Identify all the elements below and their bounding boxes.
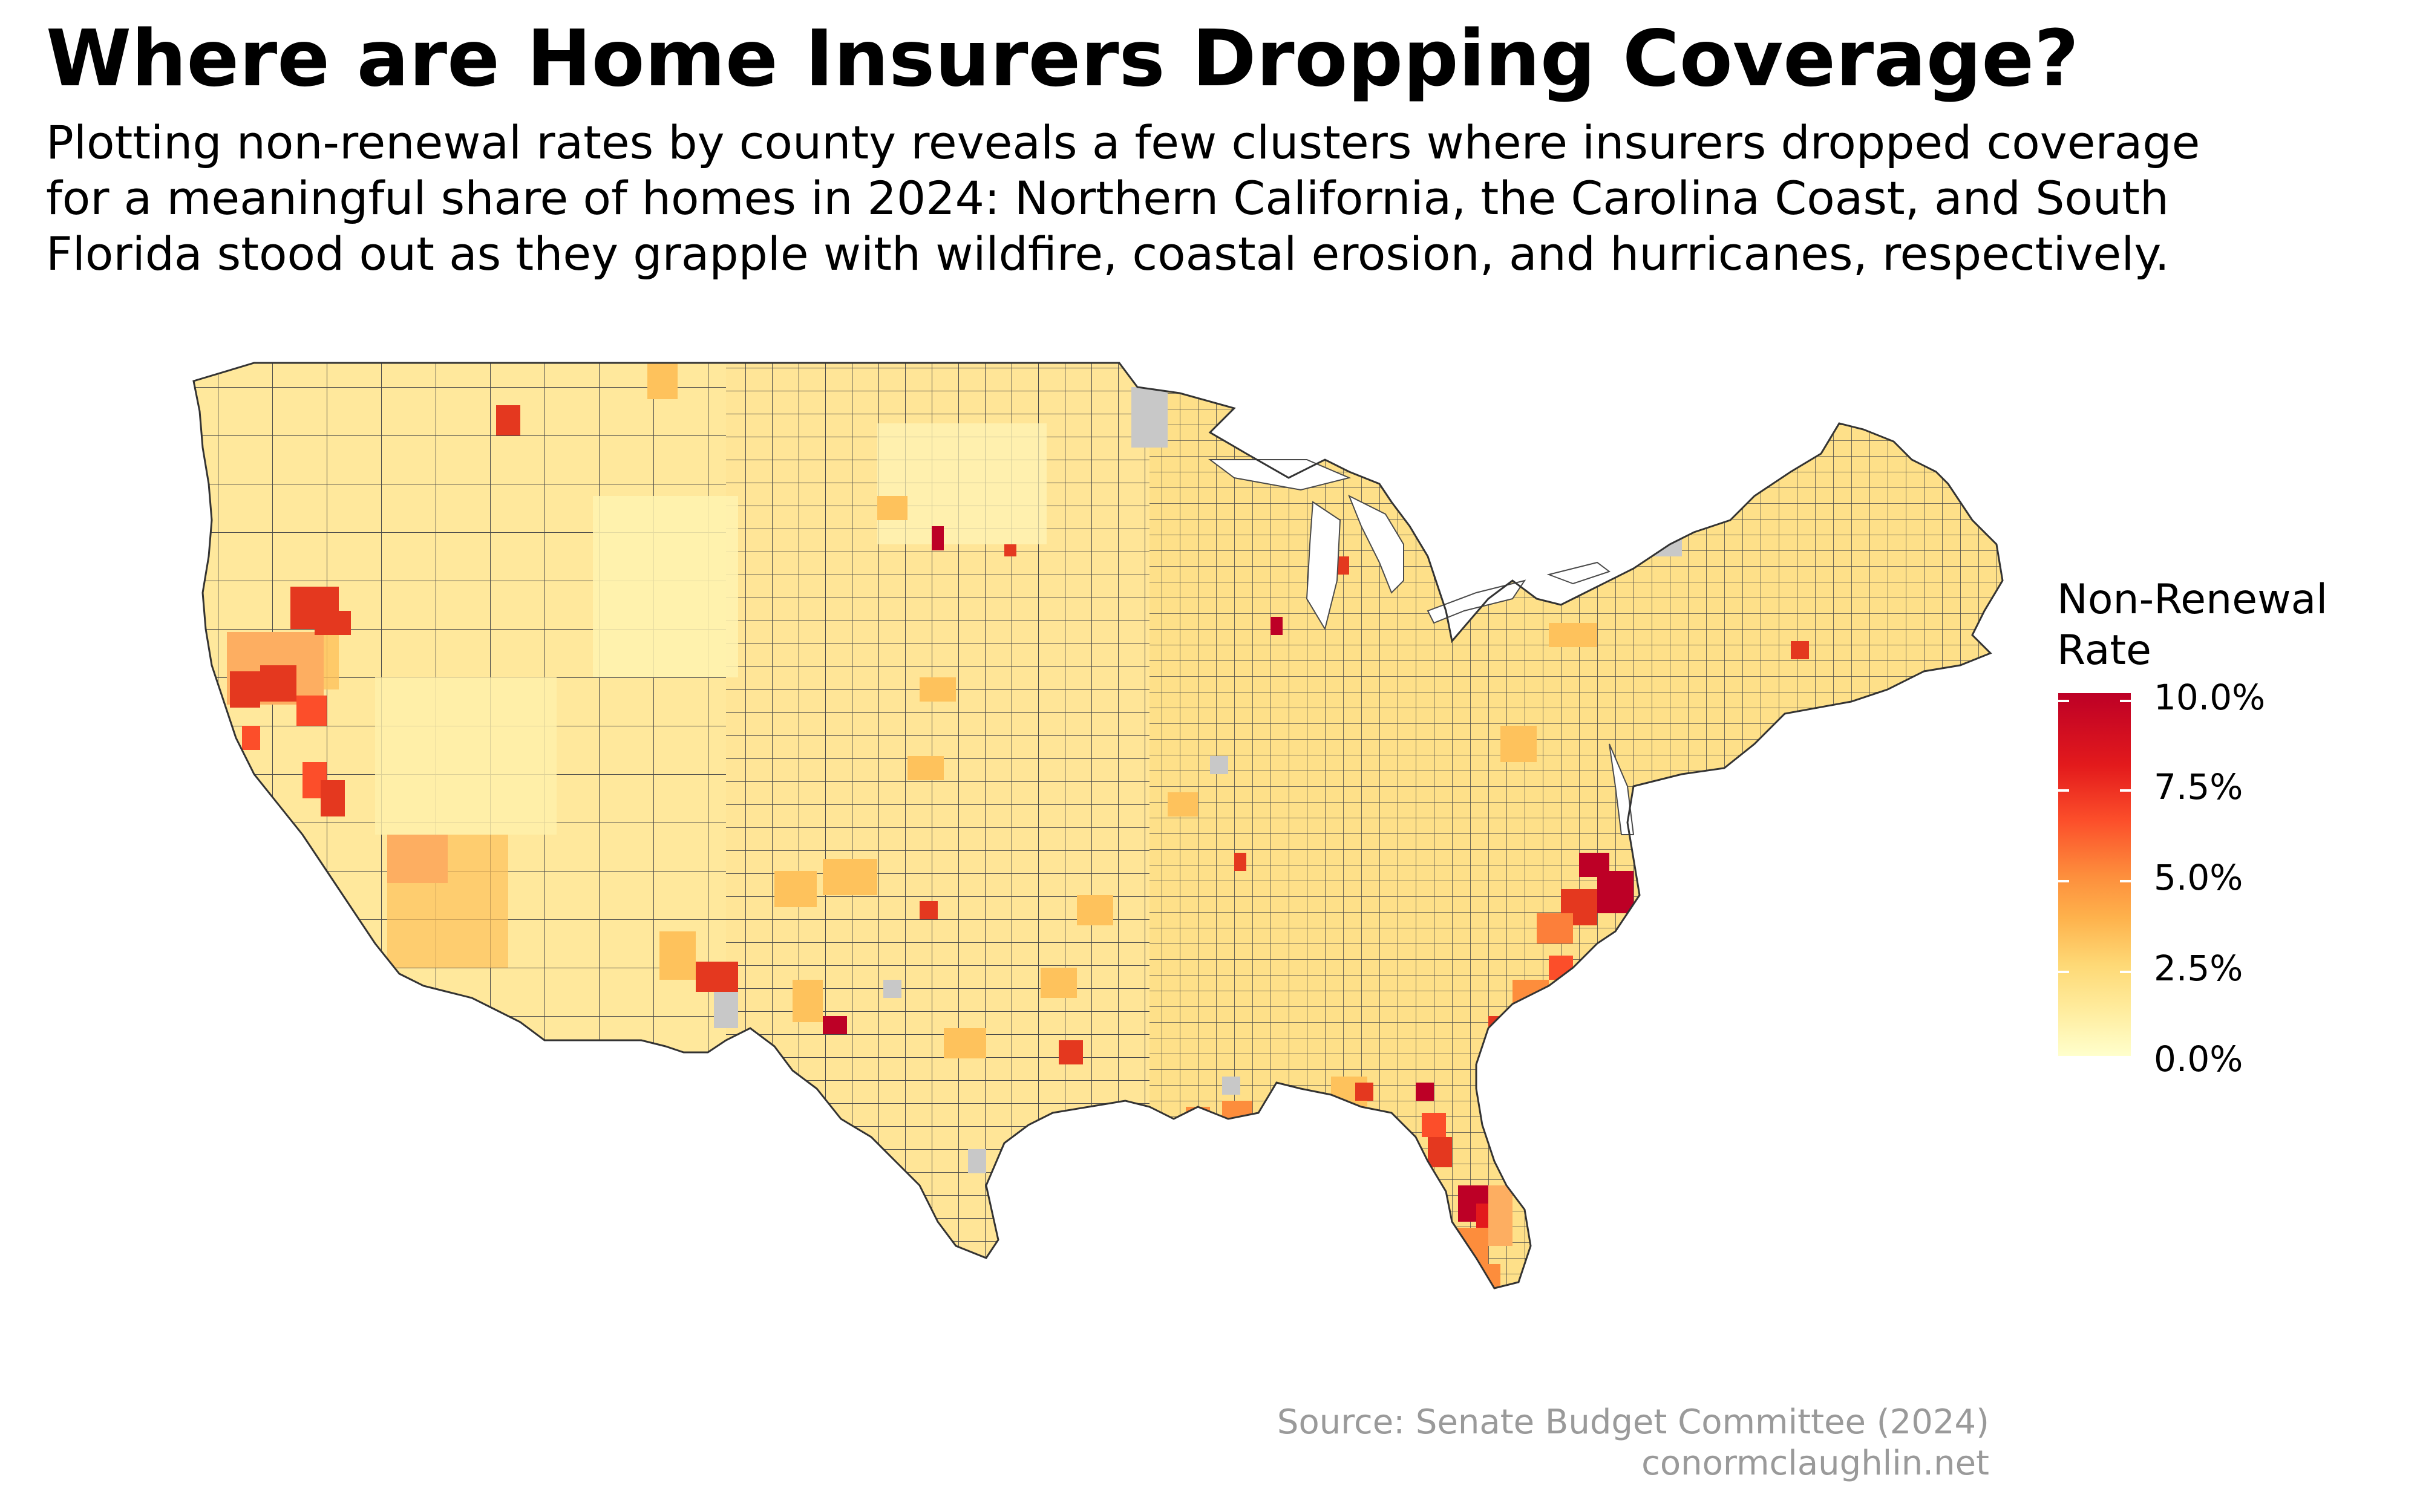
northern-california-hotspot [227,587,448,883]
legend-tick-10-right [2120,700,2131,702]
subtitle-line-1: Plotting non-renewal rates by county rev… [46,116,2200,169]
legend-label-0: 0.0% [2154,1038,2243,1080]
site-credit: conormclaughlin.net [1641,1444,1989,1483]
county-mesh [194,363,2003,1288]
legend-tick-2-5 [2058,971,2069,973]
caption: Source: Senate Budget Committee (2024) c… [1277,1402,1989,1484]
legend-title-line-1: Non-Renewal [2057,576,2328,624]
legend-tick-7-5 [2058,789,2069,792]
subtitle-line-3: Florida stood out as they grapple with w… [46,227,2170,281]
chart-title: Where are Home Insurers Dropping Coverag… [46,14,2079,104]
legend-label-5: 5.0% [2154,857,2243,898]
isolated-high-rate-counties [496,405,1809,1131]
legend-tick-5 [2058,880,2069,882]
subtitle-line-2: for a meaningful share of homes in 2024:… [46,171,2170,225]
legend-tick-2-5-right [2120,971,2131,973]
legend-title: Non-Renewal Rate [2057,575,2327,676]
legend-color-bar [2058,693,2131,1056]
legend-tick-10 [2058,700,2069,702]
legend-label-2-5: 2.5% [2154,948,2243,989]
legend-tick-7-5-right [2120,789,2131,792]
great-lakes [1208,459,1611,631]
chesapeake-bay [1609,743,1635,835]
legend-label-7-5: 7.5% [2154,766,2243,807]
legend-tick-5-right [2120,880,2131,882]
legend-label-10: 10.0% [2154,677,2266,718]
legend-title-line-2: Rate [2057,627,2151,674]
chart-subtitle: Plotting non-renewal rates by county rev… [46,115,2405,282]
source-note: Source: Senate Budget Committee (2024) [1277,1403,1989,1442]
